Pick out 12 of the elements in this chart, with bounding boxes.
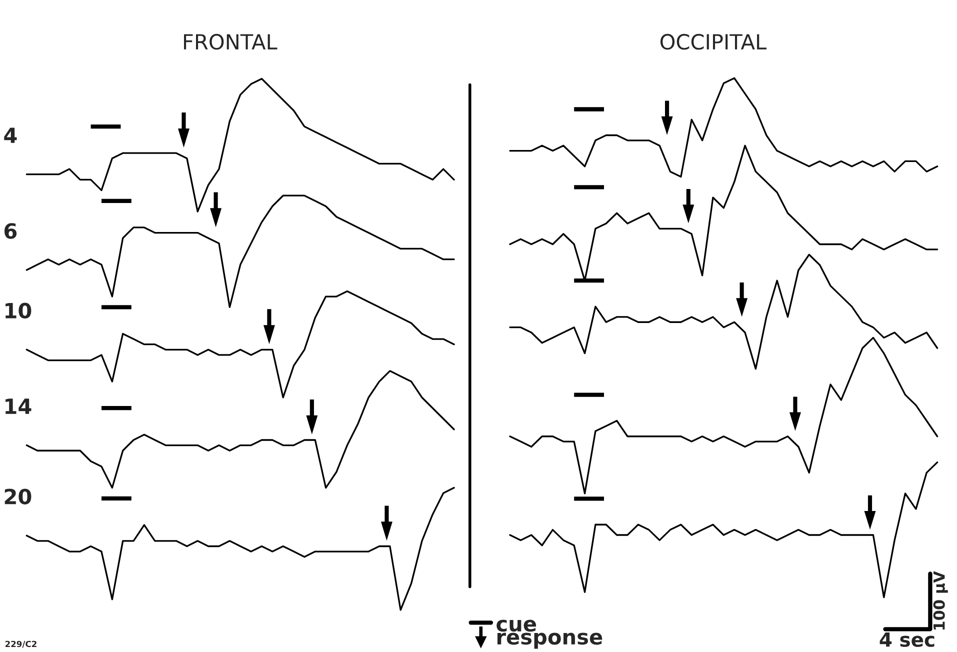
chart-title: FRONTAL bbox=[184, 34, 278, 50]
chart-title: OCCIPITAL bbox=[660, 34, 767, 50]
series-label: 20 bbox=[4, 488, 32, 504]
series-label: 14 bbox=[6, 398, 32, 414]
series-label: 10 bbox=[6, 302, 32, 319]
series-label: 4 bbox=[4, 128, 17, 143]
series-label: 6 bbox=[4, 223, 17, 239]
annotation: 100 µV bbox=[933, 571, 948, 630]
text: 4 sec bbox=[880, 632, 934, 647]
text: cue bbox=[496, 620, 536, 632]
text: 229/C2 bbox=[5, 640, 36, 648]
text: response bbox=[497, 632, 602, 649]
